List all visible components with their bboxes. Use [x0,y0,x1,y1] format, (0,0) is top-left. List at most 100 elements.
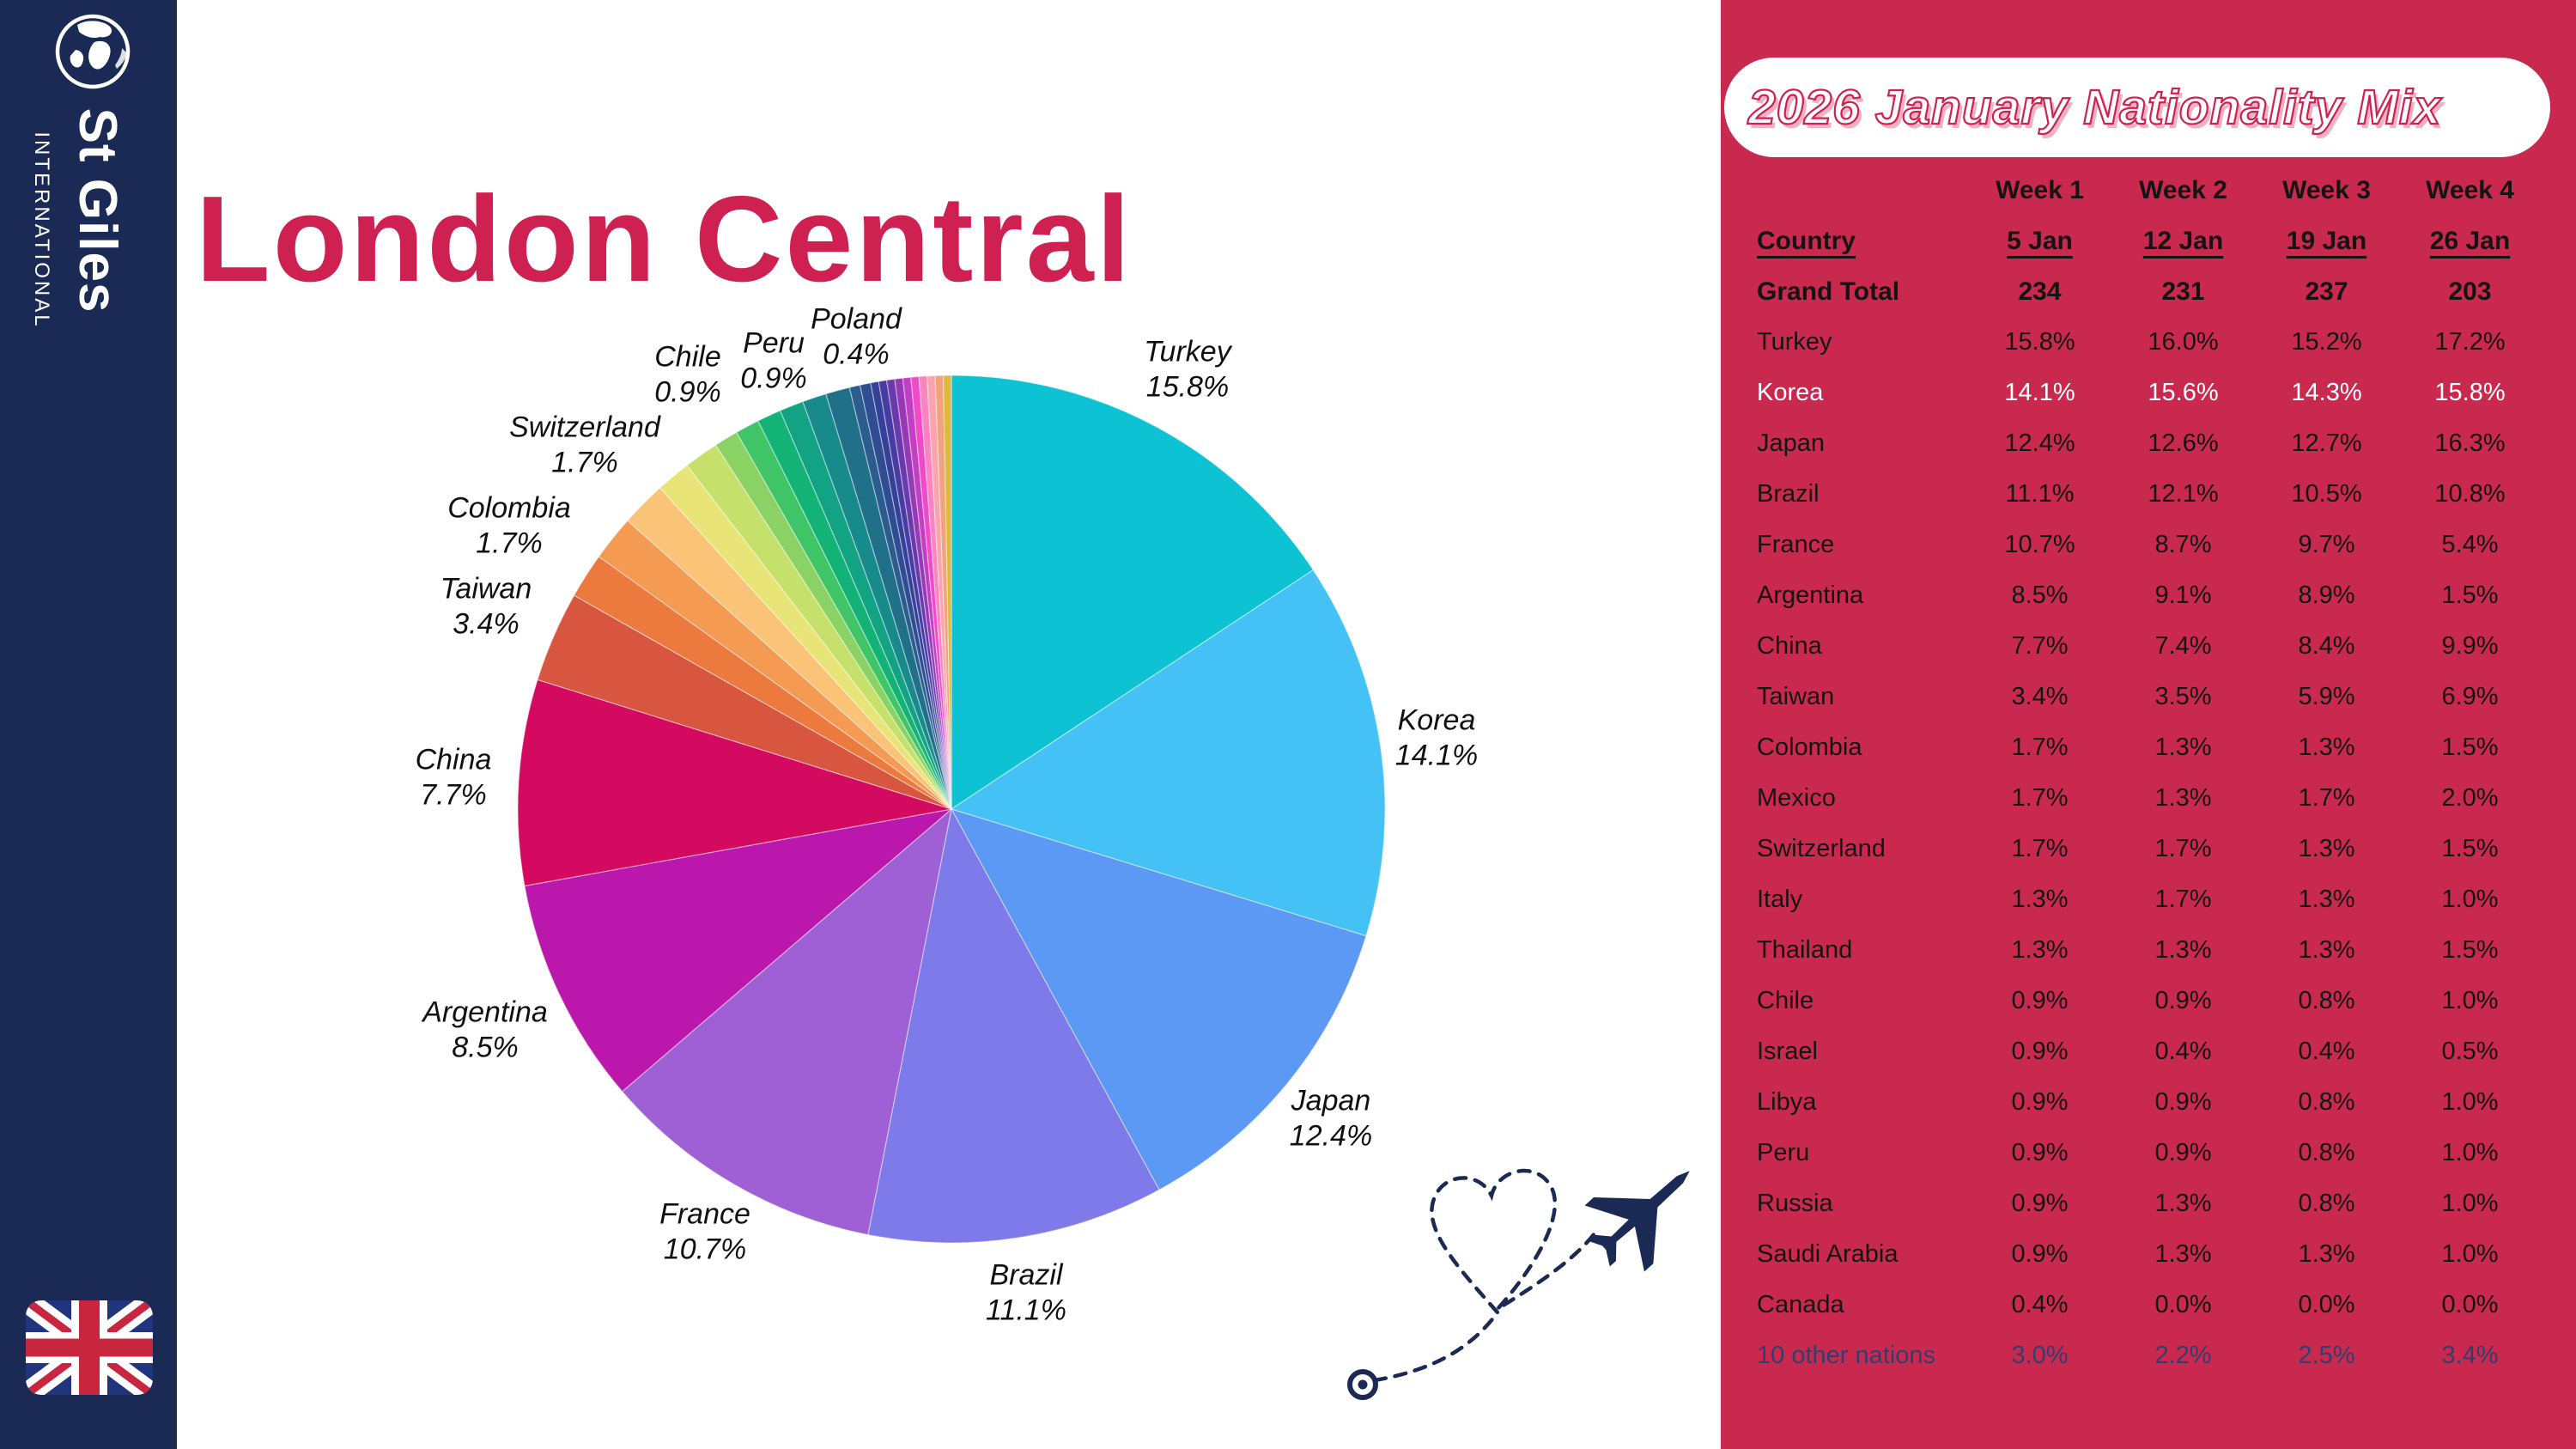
table-row: Week 1 Week 2 Week 3 Week 4 [1757,165,2561,216]
table-row: Turkey 15.8% 16.0% 15.2% 17.2% [1757,317,2561,368]
row-value: 1.3% [2154,734,2212,761]
row-value: 1.3% [2298,1240,2355,1268]
pie-label-poland: Poland 0.4% [811,302,902,371]
globe-icon [55,14,131,89]
row-value: 15.8% [2434,379,2506,406]
row-value: 1.5% [2441,835,2499,862]
row-value: 1.0% [2441,886,2499,913]
row-label: China [1757,632,1822,660]
pie-slice-other [870,381,952,810]
nationality-panel: 2026 January Nationality Mix Week 1 Week … [1721,0,2576,1449]
row-value: 12.6% [2148,429,2219,457]
row-label: Chile [1757,987,1814,1014]
uk-flag-icon [26,1300,153,1395]
row-value: 9.9% [2441,632,2499,660]
pie-label-chile: Chile 0.9% [654,340,721,409]
row-value: 19 Jan [2286,226,2367,255]
pie-slice-other [918,375,952,810]
table-row: Libya 0.9% 0.9% 0.8% 1.0% [1757,1077,2561,1128]
row-value: 1.3% [2298,936,2355,964]
row-value: 3.5% [2154,683,2212,710]
pie-slice-china [517,679,952,887]
table-row: Chile 0.9% 0.9% 0.8% 1.0% [1757,976,2561,1026]
row-label: Brazil [1757,480,1820,508]
pie-label-switzerland: Switzerland 1.7% [509,411,660,479]
row-value: 5.4% [2441,531,2499,558]
row-value: 1.3% [2298,886,2355,913]
panel-heading-pill: 2026 January Nationality Mix [1724,58,2550,157]
row-value: 1.0% [2441,1088,2499,1116]
table-row: Japan 12.4% 12.6% 12.7% 16.3% [1757,418,2561,469]
pie-label-taiwan: Taiwan 3.4% [440,572,532,641]
row-label: Russia [1757,1190,1833,1217]
row-value: 0.0% [2441,1291,2499,1318]
row-value: 0.9% [2011,987,2069,1014]
row-value: 12.4% [2004,429,2075,457]
pie-label-china: China 7.7% [415,743,492,812]
row-value: 1.3% [2154,784,2212,812]
panel-heading: 2026 January Nationality Mix [1747,79,2442,136]
row-value: 9.1% [2154,581,2212,609]
row-value: 0.9% [2154,1088,2212,1116]
row-value: 0.9% [2011,1088,2069,1116]
row-value: 1.7% [2298,784,2355,812]
row-value: 0.5% [2441,1038,2499,1065]
row-value: 15.2% [2291,328,2362,356]
row-value: 8.5% [2011,581,2069,609]
row-label: Turkey [1757,328,1832,356]
logo-subtitle: INTERNATIONAL [30,131,53,329]
pie-slice-turkey [951,374,1315,811]
row-value: 15.8% [2004,328,2075,356]
table-row: Russia 0.9% 1.3% 0.8% 1.0% [1757,1178,2561,1229]
table-row: China 7.7% 7.4% 8.4% 9.9% [1757,621,2561,672]
row-value: 0.9% [2011,1038,2069,1065]
pie-label-korea: Korea 14.1% [1394,703,1479,772]
row-value: 0.9% [2011,1240,2069,1268]
row-label: Israel [1757,1038,1818,1065]
row-value: 1.7% [2011,734,2069,761]
row-label: Colombia [1757,734,1862,761]
row-value: 2.0% [2441,784,2499,812]
row-value: 14.3% [2291,379,2362,406]
row-value: 1.0% [2441,1240,2499,1268]
row-value: 10.5% [2291,480,2362,508]
row-value: Week 4 [2426,175,2514,204]
row-label: Switzerland [1757,835,1886,862]
row-value: 0.4% [2011,1291,2069,1318]
pie-slice-brazil [867,807,1160,1244]
pie-slice-france [621,807,952,1236]
pie-slice-other [878,379,952,810]
row-value: 231 [2161,277,2205,306]
table-row: Peru 0.9% 0.9% 0.8% 1.0% [1757,1128,2561,1178]
row-value: 0.4% [2154,1038,2212,1065]
pie-slice-israel [735,420,952,810]
row-value: 5 Jan [2007,226,2073,255]
pie-slice-russia [802,393,952,810]
row-label: Country [1757,226,1856,255]
pie-slice-argentina [524,808,954,1093]
row-value: 1.3% [2011,936,2069,964]
row-value: 14.1% [2004,379,2075,406]
row-value: 1.7% [2154,886,2212,913]
pie-label-argentina: Argentina 8.5% [422,995,548,1064]
pie-slice-chile [714,431,952,810]
pie-slice-canada [848,384,952,810]
plane-icon [1584,1171,1690,1272]
pie-slice-korea [950,569,1386,937]
pie-slice-other [894,377,952,810]
row-value: 1.7% [2011,835,2069,862]
table-row: 10 other nations 3.0% 2.2% 2.5% 3.4% [1757,1330,2561,1381]
row-value: 26 Jan [2429,226,2511,255]
row-value: 0.9% [2011,1190,2069,1217]
pie-slice-saudi-arabia [825,387,952,810]
pie-slice-peru [779,400,952,810]
table-row: Grand Total 234 231 237 203 [1757,266,2561,317]
row-value: 9.7% [2298,531,2355,558]
pie-slice-thailand [686,444,952,810]
row-label: Mexico [1757,784,1836,812]
row-value: 8.4% [2298,632,2355,660]
pie-slice-other [934,374,952,810]
row-label: 10 other nations [1757,1342,1935,1369]
pie-slice-libya [757,410,952,810]
